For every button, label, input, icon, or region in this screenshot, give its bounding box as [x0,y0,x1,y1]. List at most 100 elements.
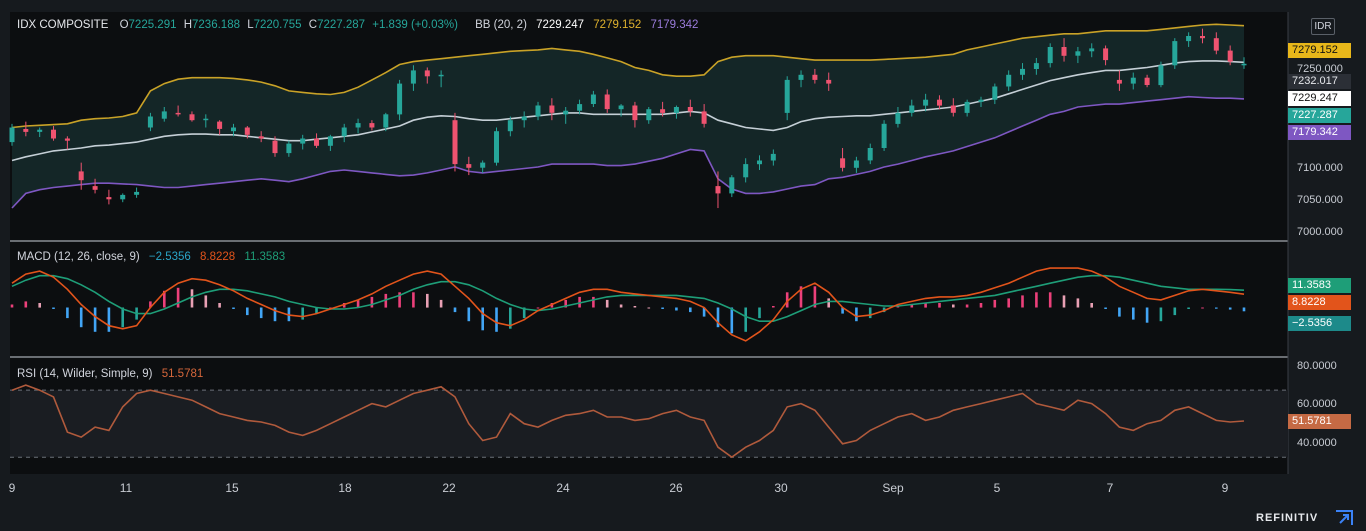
candle-body [549,105,555,113]
macd-histogram-bar [204,295,208,308]
candle-body [452,120,458,165]
high-value: 7236.188 [192,19,240,31]
macd-histogram-bar [758,307,761,319]
candle-body [881,123,887,148]
rsi-legend-value: 51.5781 [161,368,204,380]
candle-body [23,129,29,132]
macd-histogram-bar [536,307,540,309]
open-label: O [119,19,129,31]
x-tick-7: 7 [1106,481,1114,495]
macd-histogram-bar [218,303,221,308]
candle-body [826,79,832,84]
candle-body [673,107,679,113]
macd-histogram-bar [827,298,830,308]
macd-histogram-bar [785,292,789,308]
candle-body [1213,38,1219,51]
candle-body [397,83,403,115]
open-value: 7225.291 [128,19,177,31]
macd-histogram-bar [799,286,803,308]
candle-body [978,99,984,102]
candle-body [1200,36,1205,39]
candle-body [687,107,693,112]
macd-line [11,267,1245,342]
candle-body [244,127,250,135]
macd-histogram-bar [1145,307,1149,323]
macd-histogram-bar [675,307,678,311]
macd-histogram-bar [10,304,14,308]
candle-body [272,140,278,154]
candle-body [646,109,652,121]
candle-body [203,118,209,121]
tag-rsi: 51.5781 [1288,414,1351,429]
candle-body [590,94,596,104]
macd-histogram-bar [315,307,318,314]
candle-body [1144,77,1150,85]
macd-histogram-bar [1201,307,1204,309]
tag-last-candle: 7232.017 [1288,74,1351,89]
x-tick-22: 22 [442,481,456,495]
low-label: L [247,19,254,31]
macd-legend-signal: 8.8228 [200,251,236,263]
candle-body [286,143,292,154]
currency-badge[interactable]: IDR [1311,18,1335,35]
macd-histogram-bar [1118,307,1121,317]
candle-body [466,164,472,168]
bb-lower-value: 7179.342 [650,19,699,31]
candle-body [9,127,15,143]
high-label: H [183,19,193,31]
candle-body [64,138,70,141]
macd-histogram-bar [813,286,817,308]
macd-signal-line [11,274,1245,322]
candle-body [120,194,126,200]
candle-body [618,105,624,110]
macd-histogram-bar [273,307,277,322]
candle-body [1130,77,1136,84]
candle-body [715,186,721,194]
candle-body [424,70,430,77]
x-tick-24: 24 [556,481,570,495]
tag-macd-line: −2.5356 [1288,316,1351,331]
macd-histogram-bar [163,290,166,308]
macd-histogram-bar [993,299,997,308]
rsi-tick-60: 60.0000 [1297,398,1337,410]
x-tick-9: 9 [8,481,16,495]
candle-body [840,158,846,168]
candle-body [147,116,153,128]
macd-histogram-bar [79,307,83,328]
candle-body [494,131,499,163]
candle-body [632,105,638,121]
tag-bb-mid: 7229.247 [1288,91,1351,106]
macd-histogram-bar [605,299,609,308]
macd-histogram-bar [522,307,526,319]
candle-body [341,127,347,137]
macd-histogram-bar [356,299,360,308]
candle-body [106,197,112,200]
close-label: C [308,19,318,31]
candle-body [189,114,195,121]
candle-body [909,105,915,113]
tag-close: 7227.287 [1288,108,1351,123]
candle-body [964,101,970,113]
x-tick-9b: 9 [1221,481,1229,495]
candle-body [480,162,486,168]
candle-body [853,160,859,168]
macd-histogram-bar [689,307,692,313]
candle-body [895,112,901,124]
candle-body [1227,50,1233,62]
macd-histogram-bar [149,301,152,308]
macd-histogram-bar [481,307,484,331]
macd-histogram-bar [841,307,844,314]
candle-body [1186,36,1192,42]
close-value: 7227.287 [317,19,366,31]
macd-histogram-bar [93,307,97,332]
bollinger-band-fill [12,24,1244,208]
bb-mid-value: 7229.247 [536,19,585,31]
candle-body [231,127,236,132]
macd-histogram-bar [107,307,111,332]
candle-body [1089,48,1095,52]
macd-histogram-bar [1048,292,1052,308]
candle-body [37,129,43,132]
rsi-legend: RSI (14, Wilder, Simple, 9) 51.5781 [17,368,203,380]
macd-histogram-bar [716,307,720,328]
